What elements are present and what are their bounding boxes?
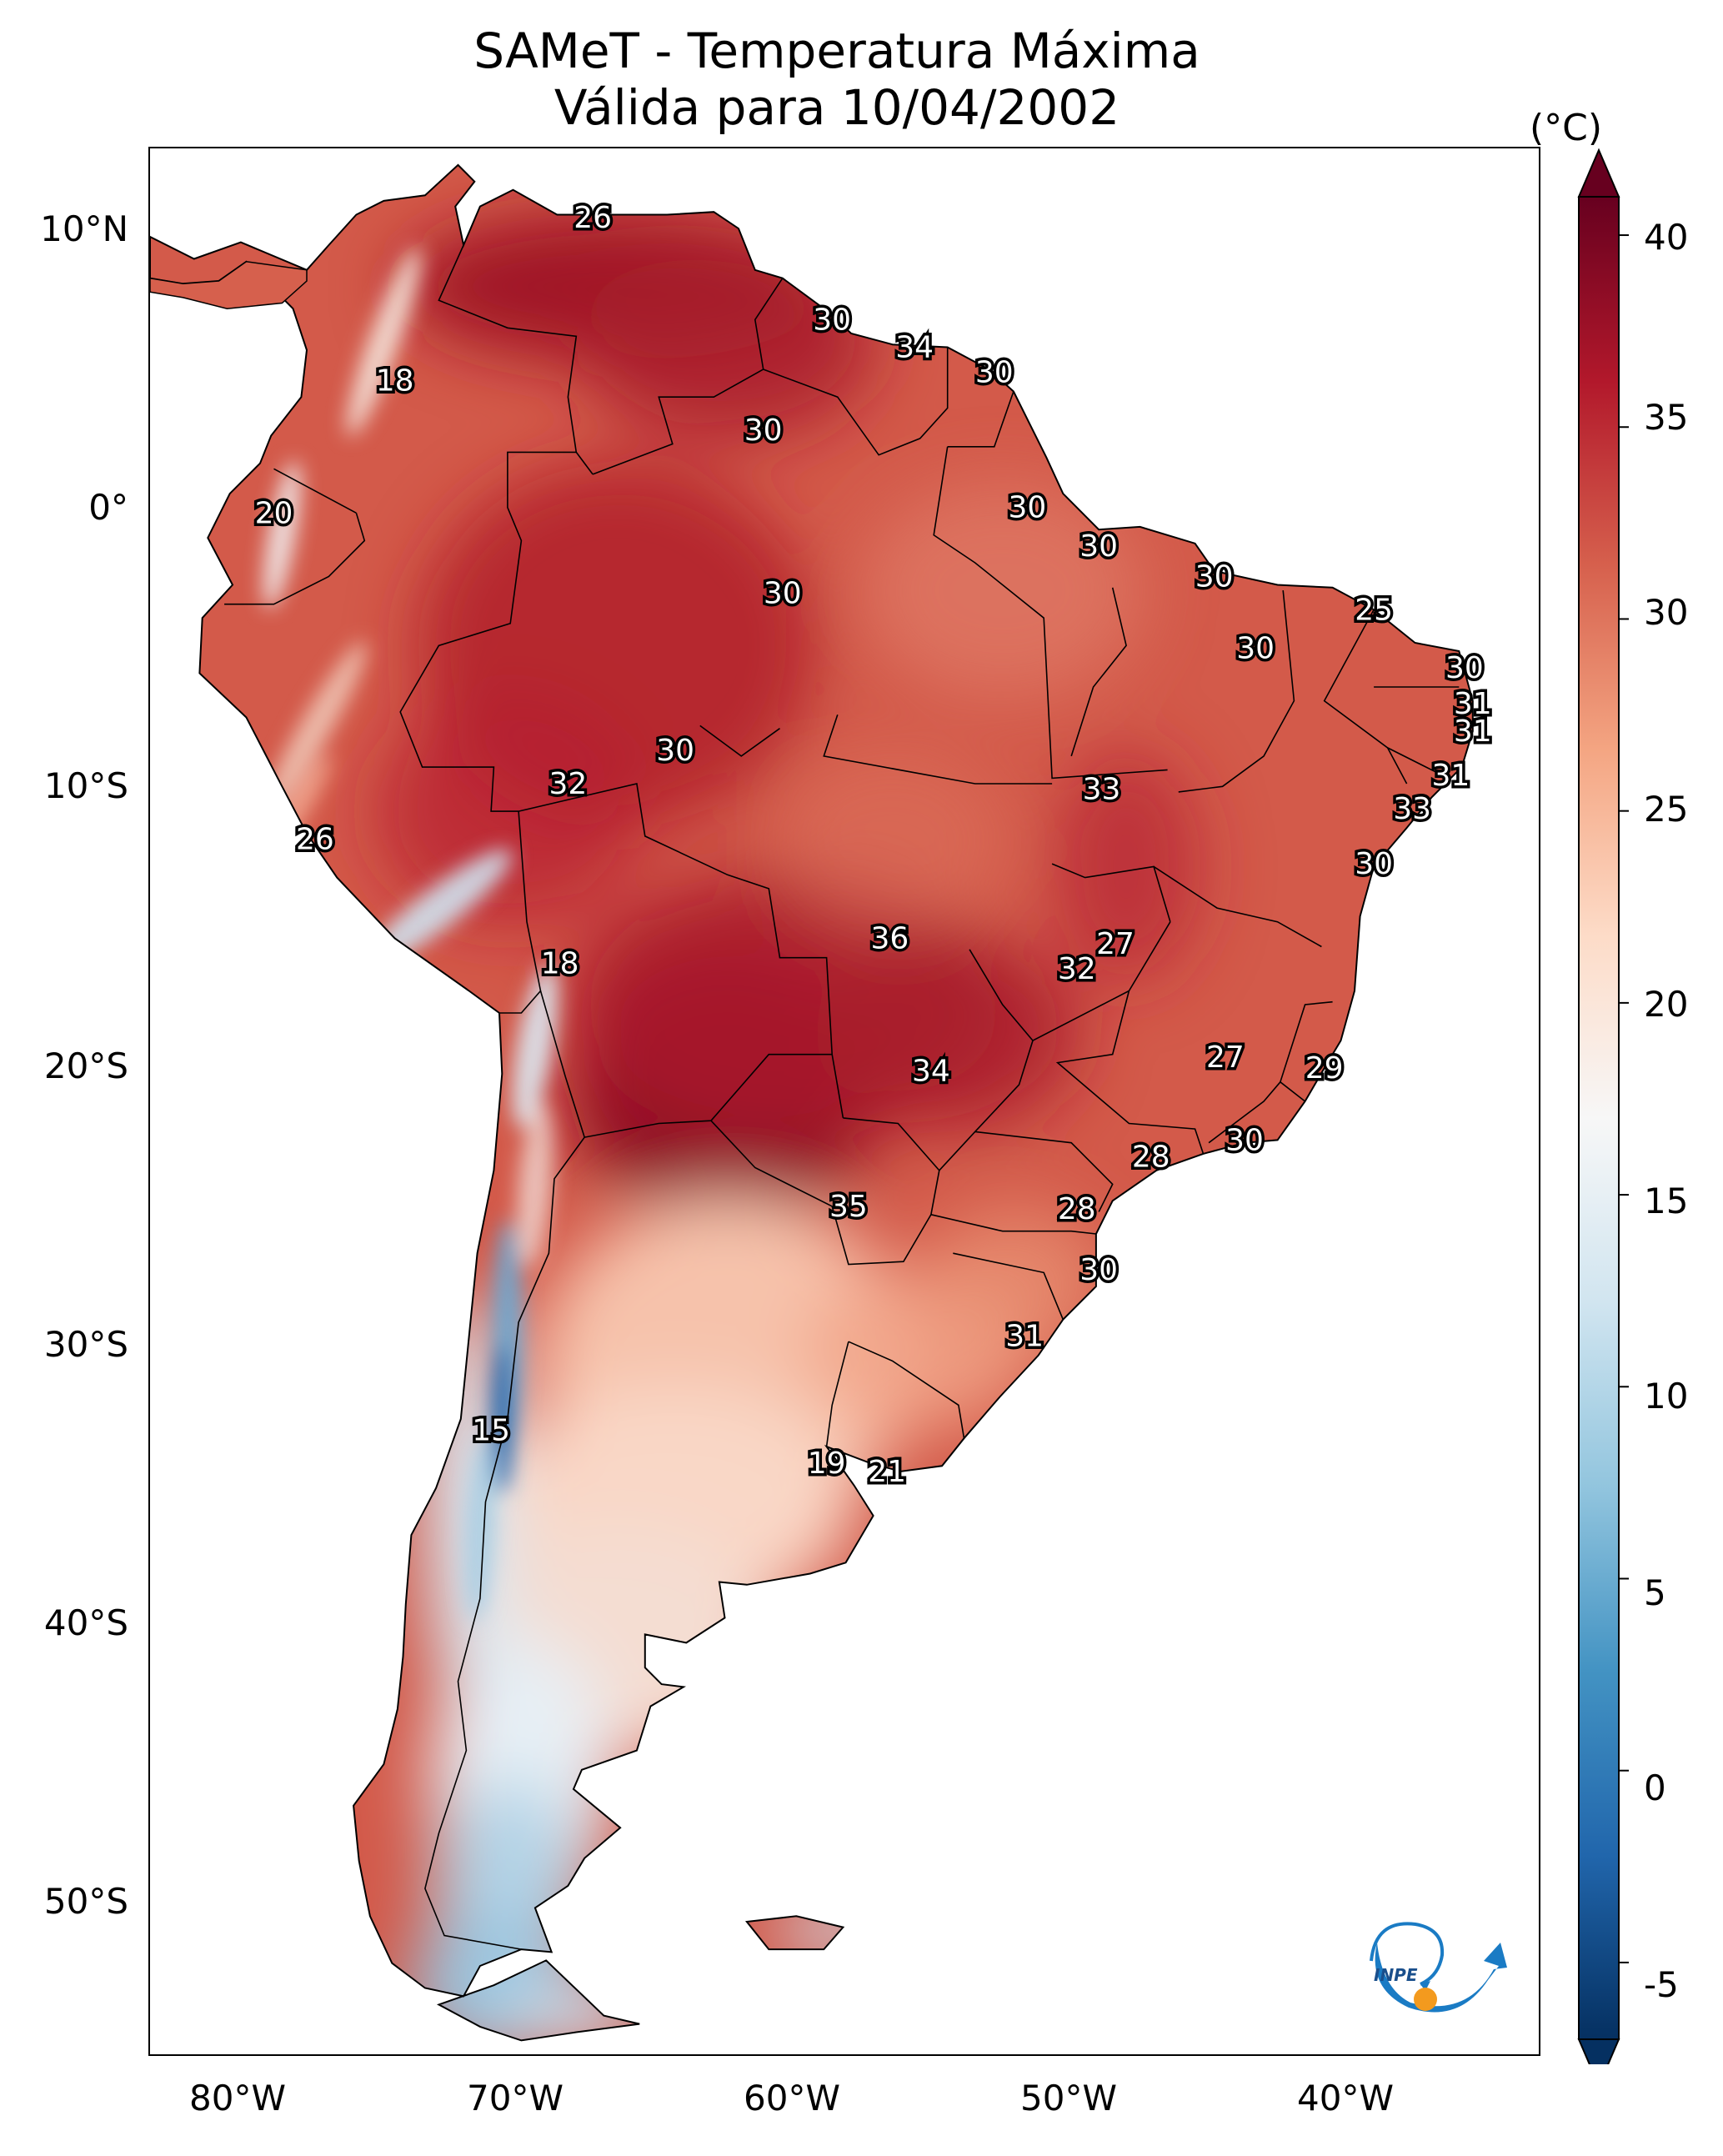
city-temperature-label: 30 [764, 576, 802, 610]
inpe-logo-icon: INPE [1370, 1922, 1507, 2013]
city-temperature-label: 25 [1355, 593, 1393, 627]
city-temperature-label: 34 [912, 1055, 950, 1089]
city-temperature-label: 18 [541, 946, 579, 980]
city-temperature-label: 30 [1355, 847, 1393, 881]
city-temperature-label: 30 [1079, 1253, 1118, 1287]
lat-tick-label: 50°S [43, 1881, 128, 1922]
colorbar-unit: (°C) [1530, 107, 1603, 149]
city-temperature-label: 33 [1393, 792, 1431, 826]
map-area[interactable]: 26 30 34 30 18 30 20 30 30 30 30 25 30 30 31 31 30 31 32 33… [148, 147, 1540, 2056]
city-temperature-label: 35 [829, 1190, 868, 1224]
colorbar-tick-label: 25 [1644, 789, 1689, 830]
city-temperature-label: 30 [744, 414, 783, 448]
map-subtitle: Válida para 10/04/2002 [553, 79, 1120, 136]
city-temperature-label: 26 [296, 822, 334, 856]
lat-tick-label: 30°S [43, 1324, 128, 1365]
city-temperature-label: 30 [1236, 632, 1275, 666]
city-temperature-label: 27 [1096, 927, 1134, 961]
city-temperature-label: 30 [975, 355, 1014, 389]
city-temperature-label: 34 [895, 331, 934, 365]
colorbar-tick-label: 40 [1644, 217, 1689, 258]
city-temperature-label: 27 [1206, 1040, 1245, 1075]
lat-tick-label: 40°S [43, 1602, 128, 1643]
city-temperature-label: 30 [1225, 1123, 1264, 1157]
lat-tick-label: 10°N [40, 208, 128, 249]
colorbar-tick-label: 0 [1644, 1767, 1666, 1808]
lat-tick-label: 0° [88, 487, 128, 528]
city-temperature-label: 21 [868, 1455, 906, 1489]
city-temperature-label: 31 [1454, 714, 1492, 749]
city-temperature-label: 15 [472, 1413, 510, 1447]
colorbar [1577, 148, 1629, 2064]
colorbar-tick-label: 20 [1644, 984, 1689, 1025]
city-temperature-label: 32 [1058, 952, 1096, 986]
country-borders [150, 163, 1474, 2042]
city-temperature-label: 31 [1431, 759, 1470, 793]
inpe-logo: INPE [1359, 1909, 1513, 2022]
city-temperature-label: 30 [1008, 491, 1046, 525]
city-temperature-label: 30 [656, 734, 694, 768]
city-temperature-label: 30 [1195, 560, 1234, 594]
colorbar-max-extend [1577, 148, 1620, 198]
city-temperature-label: 31 [1005, 1320, 1044, 1354]
city-temperature-label: 19 [808, 1447, 846, 1481]
colorbar-tick-label: 5 [1644, 1572, 1666, 1613]
city-temperature-label: 33 [1083, 773, 1121, 807]
city-temperature-label: 32 [548, 767, 587, 801]
lon-tick-label: 50°W [1020, 2078, 1117, 2118]
city-temperature-label: 30 [1079, 529, 1118, 564]
map-title: SAMeT - Temperatura Máxima [473, 23, 1200, 79]
city-temperature-label: 36 [870, 922, 909, 956]
lat-tick-label: 20°S [43, 1045, 128, 1086]
svg-text:INPE: INPE [1374, 1965, 1418, 1985]
city-temperature-label: 30 [1445, 651, 1484, 685]
lon-tick-label: 60°W [744, 2078, 840, 2118]
lon-tick-label: 40°W [1297, 2078, 1394, 2118]
city-temperature-label: 30 [813, 303, 851, 337]
colorbar-tick-label: 35 [1644, 397, 1689, 438]
colorbar-tick-label: 15 [1644, 1181, 1689, 1221]
colorbar-tick-label: 10 [1644, 1376, 1689, 1416]
city-temperature-label: 31 [1454, 687, 1492, 721]
colorbar-tick-label: -5 [1644, 1964, 1679, 2005]
lon-tick-label: 70°W [467, 2078, 563, 2118]
colorbar-tick-label: 30 [1644, 592, 1689, 633]
lat-tick-label: 10°S [43, 765, 128, 806]
city-temperature-label: 26 [573, 201, 612, 235]
city-temperature-label: 28 [1058, 1192, 1096, 1226]
city-temperature-label: 28 [1132, 1140, 1170, 1174]
colorbar-gradient [1578, 196, 1620, 2040]
colorbar-min-extend [1577, 2038, 1620, 2064]
temperature-field [150, 164, 1473, 2041]
city-temperature-label: 29 [1305, 1051, 1344, 1086]
city-temperature-label: 20 [255, 496, 293, 530]
lon-tick-label: 80°W [189, 2078, 286, 2118]
city-temperature-label: 18 [376, 364, 414, 398]
